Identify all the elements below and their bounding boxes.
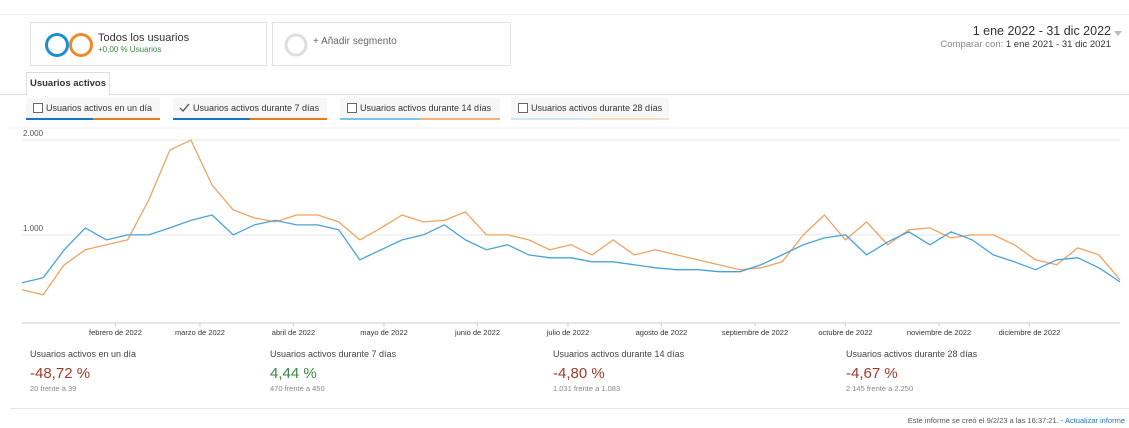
add-segment[interactable]: + Añadir segmento [272,22,511,66]
x-tick-label: junio de 2022 [454,328,500,337]
checkbox [347,103,357,113]
series-line [21,139,1121,296]
segment-card[interactable]: Todos los usuarios +0,00 % Usuarios [30,22,267,66]
circle-orange [69,33,93,57]
summary-label: Usuarios activos durante 7 días [270,349,397,359]
footer-text: Este informe se creó el 9/2/23 a las 16:… [907,416,1064,425]
summary-item: Usuarios activos durante 28 días -4,67 % 2… [846,349,977,393]
underline-orange [250,118,327,120]
series-line [21,214,1121,284]
footer: Este informe se creó el 9/2/23 a las 16:… [908,416,1125,425]
date-current: 1 ene 2022 - 31 dic 2022 [972,24,1111,38]
chart: 1.000 2.000 febrero de 2022 marzo de 2022 ab… [10,127,1129,337]
date-compare: Comparar con: 1 ene 2021 - 31 dic 2021 [940,39,1111,50]
check [179,103,190,112]
metric-toggle[interactable]: Usuarios activos durante 14 días [340,98,500,120]
summary-label: Usuarios activos durante 28 días [846,349,978,359]
summary-value: 4,44 % [270,365,317,382]
underline-blue [340,118,420,120]
refresh-link[interactable]: Actualizar informe [1064,416,1125,425]
underline-blue [26,118,93,120]
tab-rule [0,94,1129,95]
x-tick-label: abril de 2022 [272,328,315,337]
summary-value: -4,67 % [846,365,898,382]
tab[interactable]: Usuarios activos [26,72,110,96]
circle-gray [284,33,308,57]
x-tick-label: diciembre de 2022 [999,328,1061,337]
compare-range: 1 ene 2021 - 31 dic 2021 [1005,39,1111,50]
x-tick-label: julio de 2022 [546,328,590,337]
top-rule [0,14,1129,15]
date-range[interactable]: 1 ene 2022 - 31 dic 2022 Comparar con: 1… [940,24,1111,50]
x-tick-label: marzo de 2022 [175,328,225,337]
summary-item: Usuarios activos durante 7 días 4,44 % 470… [270,349,396,393]
summary-item: Usuarios activos en un día -48,72 % 20 fre… [30,349,136,393]
summary-detail: 2.145 frente a 2.250 [846,384,914,393]
x-tick-label: agosto de 2022 [636,328,688,337]
dropdown-arrow[interactable] [1113,30,1123,38]
summary-detail: 20 frente a 39 [30,384,77,393]
summary-value: -4,80 % [553,365,605,382]
summary-item: Usuarios activos durante 14 días -4,80 % 1… [553,349,684,393]
checkbox [518,103,528,113]
summary-detail: 1.031 frente a 1.083 [553,384,621,393]
add-icon [284,33,308,57]
summary-value: -48,72 % [30,365,91,382]
arrow [1114,31,1122,36]
x-tick-label: mayo de 2022 [360,328,408,337]
metric-toggle[interactable]: Usuarios activos durante 7 días [173,98,327,120]
metric-label: Usuarios activos durante 14 días [360,103,492,113]
metric-toggle[interactable]: Usuarios activos durante 28 días [511,98,669,120]
metric-label: Usuarios activos durante 7 días [193,103,320,113]
checkbox [33,103,43,113]
underline-orange [93,118,160,120]
checkmark [179,103,190,112]
underline-orange [420,118,500,120]
metric-toggle[interactable]: Usuarios activos en un día [26,98,160,120]
circle-blue [45,33,69,57]
segment-name: Todos los usuarios [98,32,190,44]
segment-detail: +0,00 % Usuarios [98,45,162,54]
summary-detail: 470 frente a 450 [270,384,325,393]
x-tick-label: febrero de 2022 [89,328,142,337]
y-tick-label: 2.000 [23,129,44,138]
add-label: + Añadir segmento [313,36,397,47]
summary-label: Usuarios activos en un día [30,349,137,359]
underline-blue [511,118,590,120]
y-tick-label: 1.000 [23,224,44,233]
metric-label: Usuarios activos durante 28 días [531,103,663,113]
underline-orange [590,118,669,120]
segment-icon [45,33,93,57]
footer-rule [10,408,1129,409]
underline-blue [173,118,250,120]
compare-label: Comparar con: [940,39,1004,50]
summary-label: Usuarios activos durante 14 días [553,349,685,359]
metric-label: Usuarios activos en un día [46,103,153,113]
x-tick-label: octubre de 2022 [818,328,872,337]
x-tick-label: septiembre de 2022 [722,328,788,337]
x-tick-label: noviembre de 2022 [907,328,971,337]
